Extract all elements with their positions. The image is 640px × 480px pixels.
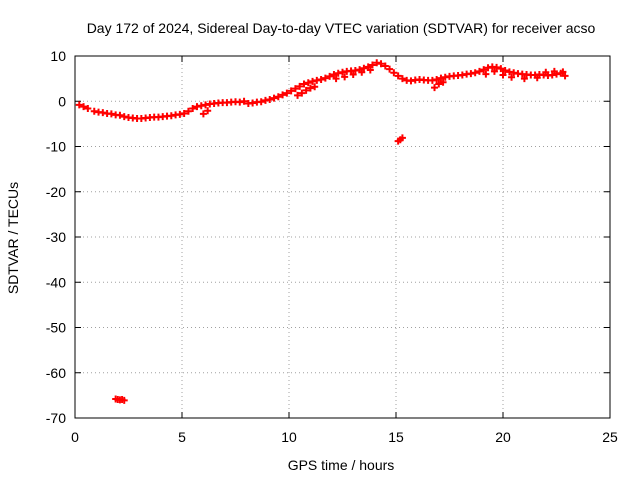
x-tick-label: 15 <box>388 429 404 445</box>
x-tick-label: 5 <box>178 429 186 445</box>
data-point <box>559 68 567 76</box>
data-point <box>84 104 92 112</box>
data-point <box>204 107 212 115</box>
data-point <box>311 83 319 91</box>
data-point <box>75 101 83 109</box>
data-point <box>499 71 507 79</box>
x-tick-label: 25 <box>602 429 618 445</box>
data-point <box>561 72 569 80</box>
data-point <box>366 66 374 74</box>
data-point <box>550 67 558 75</box>
data-point <box>279 91 287 99</box>
data-point <box>184 107 192 115</box>
data-point <box>433 76 441 84</box>
data-point <box>394 72 402 80</box>
y-tick-label: -50 <box>46 320 66 336</box>
chart-title: Day 172 of 2024, Sidereal Day-to-day VTE… <box>87 20 596 36</box>
data-point <box>326 72 334 80</box>
data-point <box>431 84 439 92</box>
y-tick-label: -30 <box>46 229 66 245</box>
y-tick-label: -70 <box>46 410 66 426</box>
data-point <box>368 61 376 69</box>
y-tick-label: -20 <box>46 184 66 200</box>
y-ticks: 10 0 -10 -20 -30 -40 -50 -60 -70 <box>46 48 610 426</box>
y-tick-label: 0 <box>58 93 66 109</box>
data-point <box>439 78 447 86</box>
data-point <box>390 69 398 77</box>
data-point <box>490 67 498 75</box>
data-point <box>386 65 394 73</box>
data-point <box>306 84 314 92</box>
data-point <box>501 66 509 74</box>
data-point <box>398 134 406 142</box>
data-point <box>317 76 325 84</box>
data-point <box>321 74 329 82</box>
data-point <box>482 70 490 78</box>
data-point <box>349 71 357 79</box>
x-axis-label: GPS time / hours <box>288 457 395 473</box>
data-point <box>360 64 368 72</box>
data-point <box>300 80 308 88</box>
data-point <box>199 110 207 118</box>
data-point <box>274 93 282 101</box>
data-point <box>508 73 516 81</box>
y-tick-label: -60 <box>46 365 66 381</box>
data-point <box>332 75 340 83</box>
data-point <box>398 75 406 83</box>
data-point <box>302 86 310 94</box>
plot-frame <box>74 55 611 419</box>
data-point <box>471 69 479 77</box>
data-point <box>270 94 278 102</box>
data-point <box>266 95 274 103</box>
data-point <box>497 65 505 73</box>
data-point <box>291 85 299 93</box>
data-point <box>296 82 304 90</box>
y-tick-label: -40 <box>46 274 66 290</box>
data-point <box>520 75 528 83</box>
y-tick-label: -10 <box>46 139 66 155</box>
data-point <box>240 97 248 105</box>
data-point <box>533 74 541 82</box>
data-point <box>542 68 550 76</box>
data-point <box>80 103 88 111</box>
data-point <box>381 62 389 70</box>
data-point <box>283 89 291 97</box>
x-tick-label: 10 <box>281 429 297 445</box>
data-point <box>257 98 265 106</box>
data-point <box>493 63 501 71</box>
data-point <box>480 66 488 74</box>
data-point <box>294 91 302 99</box>
data-point <box>377 60 385 68</box>
data-points <box>75 59 569 404</box>
data-point <box>180 109 188 117</box>
x-tick-label: 0 <box>71 429 79 445</box>
y-tick-label: 10 <box>50 48 66 64</box>
gridlines <box>75 56 610 418</box>
data-point <box>358 68 366 76</box>
data-point <box>435 80 443 88</box>
data-point <box>475 67 483 75</box>
data-point <box>304 79 312 87</box>
data-point <box>330 71 338 79</box>
x-tick-label: 20 <box>495 429 511 445</box>
data-point <box>116 111 124 119</box>
x-ticks: 0 5 10 15 20 25 <box>71 56 618 445</box>
data-point <box>287 87 295 95</box>
data-point <box>298 89 306 97</box>
data-point <box>341 73 349 81</box>
data-point <box>120 396 128 404</box>
y-axis-label: SDTVAR / TECUs <box>5 182 21 294</box>
data-point <box>189 104 197 112</box>
